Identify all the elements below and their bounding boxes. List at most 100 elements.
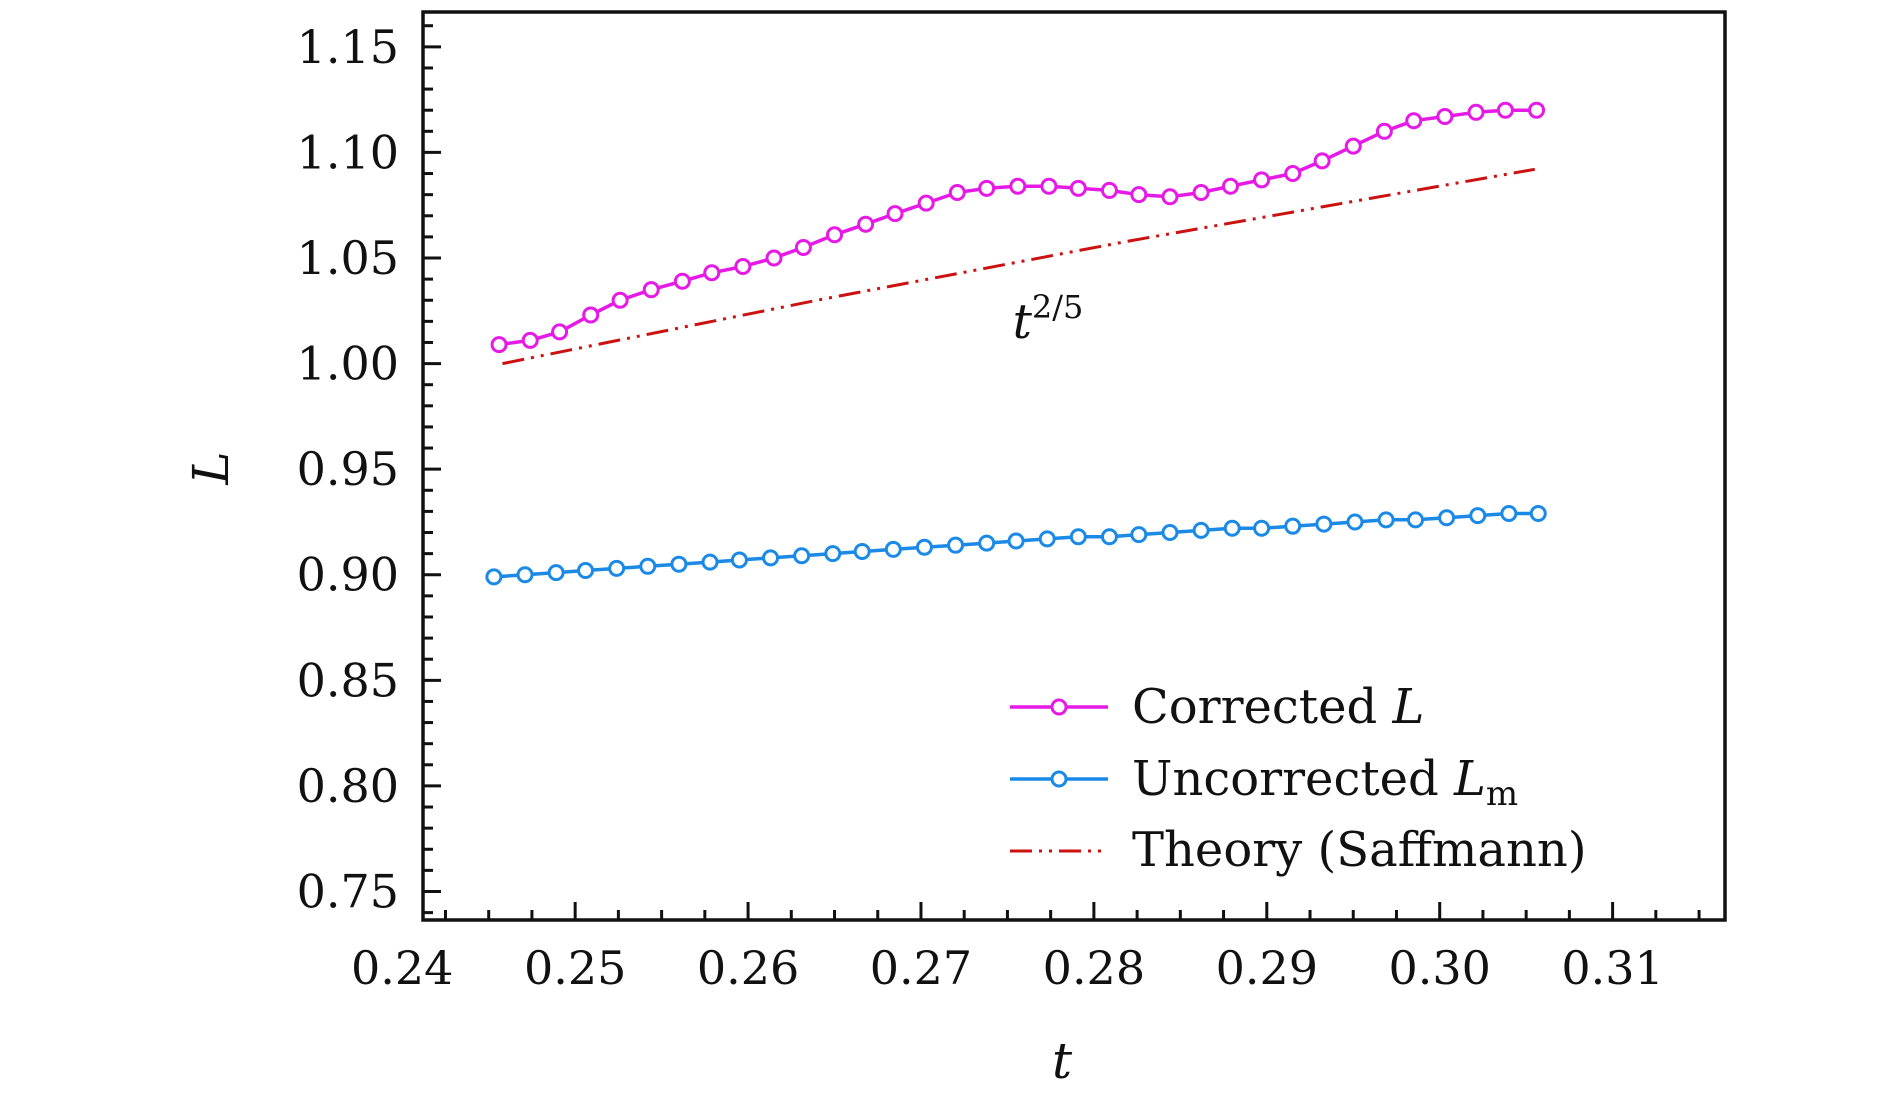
y-tick-label: 0.75 — [297, 864, 399, 918]
legend-marker-corrected — [1050, 698, 1068, 716]
data-point-corrected-l — [611, 291, 629, 309]
data-point-uncorrected-lm — [639, 557, 657, 575]
data-point-corrected-l — [1130, 186, 1148, 204]
x-tick-label: 0.26 — [697, 941, 799, 995]
x-tick-label: 0.29 — [1216, 941, 1318, 995]
data-point-corrected-l — [1253, 171, 1271, 189]
data-point-uncorrected-lm — [1038, 530, 1056, 548]
legend-label-corrected: Corrected L — [1132, 679, 1424, 735]
axis-tick-labels: 0.24 0.25 0.26 0.27 0.28 0.29 0.30 0.31 0.75 0.80… — [297, 20, 1664, 995]
legend-label-corrected-var: L — [1391, 679, 1424, 735]
data-point-corrected-l — [1284, 165, 1302, 183]
legend: Corrected L Uncorrected Lm Theory (Saffm… — [1010, 679, 1587, 878]
data-point-uncorrected-lm — [1346, 513, 1364, 531]
data-point-uncorrected-lm — [670, 555, 688, 573]
data-point-uncorrected-lm — [1377, 511, 1395, 529]
legend-label-uncorrected: Uncorrected Lm — [1132, 751, 1518, 814]
y-tick-label: 0.80 — [297, 759, 399, 813]
legend-label-theory: Theory (Saffmann) — [1132, 822, 1587, 878]
data-point-corrected-l — [948, 184, 966, 202]
data-point-corrected-l — [794, 238, 812, 256]
x-tick-label: 0.24 — [351, 941, 453, 995]
data-point-uncorrected-lm — [853, 543, 871, 561]
legend-marker-uncorrected — [1050, 770, 1068, 788]
data-point-corrected-l — [1069, 179, 1087, 197]
exponent-annotation: t2/5 — [1013, 288, 1084, 350]
data-point-corrected-l — [734, 257, 752, 275]
x-axis-title: t — [1052, 1032, 1073, 1090]
data-point-uncorrected-lm — [547, 564, 565, 582]
data-point-corrected-l — [1344, 137, 1362, 155]
data-point-corrected-l — [1192, 184, 1210, 202]
data-point-corrected-l — [1161, 188, 1179, 206]
data-point-uncorrected-lm — [1529, 505, 1547, 523]
data-point-uncorrected-lm — [516, 566, 534, 584]
data-point-corrected-l — [1100, 181, 1118, 199]
data-point-corrected-l — [703, 264, 721, 282]
y-tick-label: 0.95 — [297, 442, 399, 496]
data-point-uncorrected-lm — [762, 549, 780, 567]
data-point-corrected-l — [1436, 108, 1454, 126]
data-point-uncorrected-lm — [884, 540, 902, 558]
data-point-corrected-l — [1467, 103, 1485, 121]
y-tick-label: 0.85 — [297, 653, 399, 707]
data-point-uncorrected-lm — [1253, 519, 1271, 537]
data-point-uncorrected-lm — [978, 534, 996, 552]
data-point-corrected-l — [886, 205, 904, 223]
data-point-corrected-l — [582, 306, 600, 324]
data-point-corrected-l — [521, 331, 539, 349]
data-point-corrected-l — [1496, 101, 1514, 119]
data-point-uncorrected-lm — [1192, 521, 1210, 539]
data-point-uncorrected-lm — [1069, 528, 1087, 546]
plot-frame — [421, 10, 1727, 922]
data-point-corrected-l — [1313, 152, 1331, 170]
annotation-exponent: 2/5 — [1032, 288, 1084, 326]
y-tick-label: 1.00 — [297, 337, 399, 391]
data-point-corrected-l — [1528, 101, 1546, 119]
legend-label-uncorrected-main: Uncorrected — [1132, 751, 1454, 807]
data-point-uncorrected-lm — [1438, 509, 1456, 527]
legend-label-uncorrected-var: L — [1453, 751, 1486, 807]
y-tick-label: 1.05 — [297, 231, 399, 285]
data-point-corrected-l — [1221, 177, 1239, 195]
x-tick-label: 0.25 — [524, 941, 626, 995]
data-point-corrected-l — [1009, 177, 1027, 195]
x-tick-label: 0.28 — [1043, 941, 1145, 995]
y-tick-label: 1.10 — [297, 125, 399, 179]
data-point-uncorrected-lm — [1500, 505, 1518, 523]
data-point-uncorrected-lm — [1130, 526, 1148, 544]
data-point-uncorrected-lm — [730, 551, 748, 569]
data-point-corrected-l — [551, 323, 569, 341]
data-point-uncorrected-lm — [947, 536, 965, 554]
data-point-uncorrected-lm — [577, 562, 595, 580]
data-point-corrected-l — [1040, 177, 1058, 195]
data-point-corrected-l — [765, 249, 783, 267]
data-point-corrected-l — [673, 272, 691, 290]
y-axis-title: L — [182, 451, 240, 485]
data-point-corrected-l — [642, 281, 660, 299]
data-point-uncorrected-lm — [824, 545, 842, 563]
data-point-uncorrected-lm — [608, 559, 626, 577]
y-tick-label: 0.90 — [297, 548, 399, 602]
data-point-uncorrected-lm — [1007, 532, 1025, 550]
data-point-corrected-l — [826, 226, 844, 244]
x-tick-label: 0.31 — [1561, 941, 1663, 995]
data-point-uncorrected-lm — [1315, 515, 1333, 533]
data-point-uncorrected-lm — [1223, 519, 1241, 537]
x-tick-label: 0.27 — [870, 941, 972, 995]
data-point-corrected-l — [917, 194, 935, 212]
data-point-uncorrected-lm — [915, 538, 933, 556]
data-point-corrected-l — [1405, 112, 1423, 130]
data-point-corrected-l — [1375, 122, 1393, 140]
data-point-uncorrected-lm — [1100, 528, 1118, 546]
series-layer — [485, 101, 1547, 586]
data-point-uncorrected-lm — [1469, 507, 1487, 525]
data-point-corrected-l — [490, 336, 508, 354]
data-point-uncorrected-lm — [485, 568, 503, 586]
annotation-base: t — [1013, 294, 1033, 350]
series-line-theory-saffmann — [502, 167, 1536, 366]
x-tick-label: 0.30 — [1388, 941, 1490, 995]
legend-label-corrected-main: Corrected — [1132, 679, 1392, 735]
data-point-uncorrected-lm — [1161, 524, 1179, 542]
